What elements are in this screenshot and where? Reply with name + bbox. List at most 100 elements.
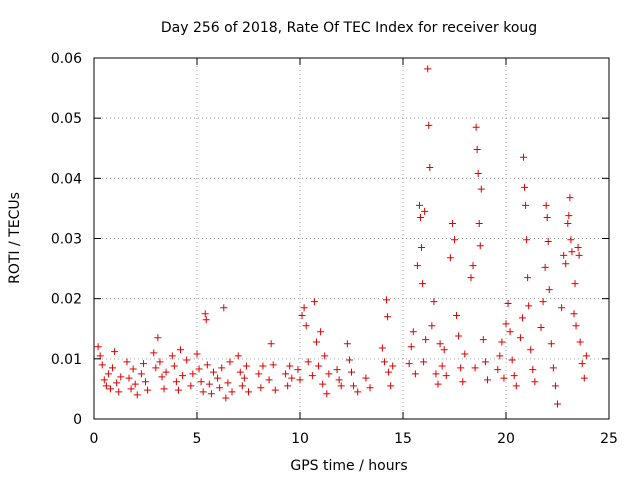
data-point (257, 384, 265, 392)
y-tick-label: 0.01 (51, 352, 82, 368)
data-point (220, 304, 228, 312)
data-point (549, 364, 557, 372)
data-point (504, 299, 512, 307)
data-point (474, 170, 482, 178)
data-point (162, 368, 170, 376)
data-point (380, 358, 388, 366)
data-point (537, 324, 545, 332)
data-point (502, 320, 510, 328)
data-point (333, 366, 341, 374)
data-point (117, 373, 125, 381)
data-point (201, 310, 209, 318)
data-point (158, 373, 166, 381)
data-point (424, 65, 432, 73)
data-point (554, 400, 561, 408)
data-point (578, 360, 586, 368)
data-point (104, 370, 112, 378)
data-point (271, 386, 279, 394)
data-point (440, 346, 448, 354)
data-point (551, 382, 559, 390)
data-point (568, 248, 576, 256)
data-point (518, 314, 526, 322)
data-point (335, 376, 343, 384)
grid-lines (94, 58, 609, 419)
data-point (199, 388, 207, 396)
data-point (209, 368, 217, 376)
data-point (113, 379, 121, 387)
data-point (133, 391, 141, 399)
data-point (354, 388, 362, 396)
data-point (96, 352, 104, 360)
data-point (471, 364, 479, 372)
data-point (451, 236, 458, 244)
data-point (269, 361, 277, 369)
data-point (520, 153, 528, 161)
data-point (529, 366, 537, 374)
data-point (542, 201, 550, 209)
data-point (228, 388, 236, 396)
data-point (288, 374, 296, 382)
y-tick-labels: 0 0.01 0.02 0.03 0.04 0.05 0.06 (51, 51, 82, 428)
data-point (524, 274, 532, 282)
data-point (310, 298, 318, 306)
data-point (387, 382, 395, 390)
data-point (308, 372, 316, 380)
data-point (302, 322, 310, 330)
data-point (428, 322, 436, 330)
data-point (142, 378, 149, 386)
data-point (207, 390, 215, 398)
chart-title: Day 256 of 2018, Rate Of TEC Index for r… (161, 20, 537, 36)
data-point (129, 365, 137, 373)
data-point (139, 360, 147, 368)
data-point (430, 298, 438, 306)
data-point (168, 352, 176, 360)
data-point (216, 384, 224, 392)
data-point (483, 376, 491, 384)
data-point (498, 338, 506, 346)
data-point (362, 374, 370, 382)
data-point (312, 338, 320, 346)
data-point (224, 379, 232, 387)
x-axis-label: GPS time / hours (290, 458, 407, 474)
data-point (315, 362, 323, 370)
data-point (115, 388, 123, 396)
data-point (137, 370, 145, 378)
data-point (434, 380, 442, 388)
data-point (425, 121, 433, 129)
data-point (255, 370, 263, 378)
x-tick-label: 0 (90, 431, 99, 447)
data-point (411, 370, 419, 378)
data-point (438, 362, 446, 370)
y-tick-label: 0.03 (51, 232, 82, 248)
data-points (94, 65, 590, 408)
data-point (267, 340, 275, 348)
data-point (187, 382, 195, 390)
data-point (473, 145, 481, 153)
data-point (226, 358, 234, 366)
data-point (420, 358, 428, 366)
data-point (527, 346, 535, 354)
y-tick-label: 0 (73, 412, 82, 428)
data-point (469, 262, 477, 270)
data-point (543, 213, 551, 221)
data-point (477, 185, 485, 193)
data-point (238, 382, 246, 390)
data-point (144, 386, 152, 394)
data-point (300, 304, 308, 312)
data-point (494, 366, 502, 374)
data-point (350, 382, 358, 390)
data-point (179, 372, 187, 380)
data-point (106, 385, 114, 393)
x-tick-label: 5 (193, 431, 202, 447)
data-point (510, 372, 518, 380)
data-point (521, 183, 529, 191)
data-point (321, 352, 329, 360)
data-point (170, 362, 178, 370)
data-point (567, 236, 575, 244)
data-point (202, 316, 210, 324)
data-point (575, 251, 583, 259)
data-point (160, 385, 168, 393)
data-point (405, 360, 413, 368)
data-point (125, 374, 133, 382)
